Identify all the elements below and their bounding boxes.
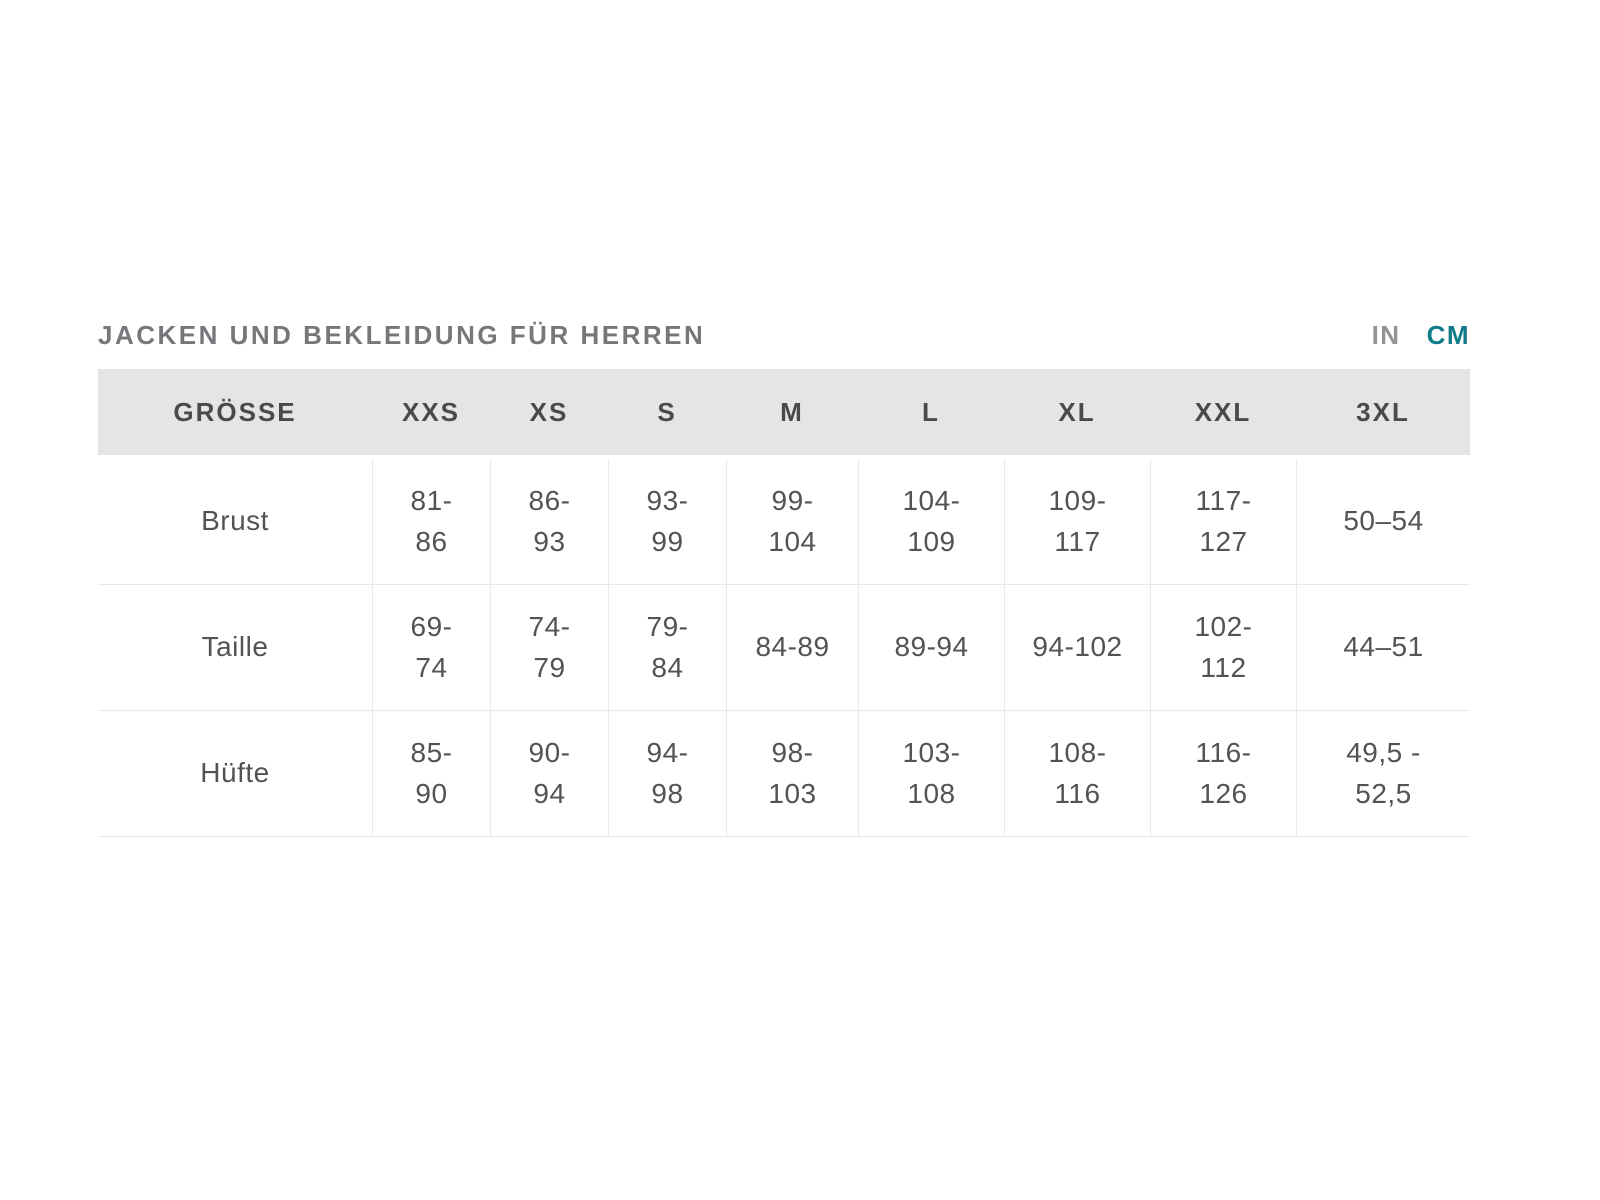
- column-header-xxs: XXS: [372, 369, 490, 459]
- column-header-xs: XS: [490, 369, 608, 459]
- table-cell: 116- 126: [1150, 711, 1296, 837]
- column-header-groesse: GRÖSSE: [98, 369, 372, 459]
- table-cell: 93- 99: [608, 459, 726, 585]
- unit-toggle-cm[interactable]: CM: [1426, 320, 1470, 350]
- table-cell: 81- 86: [372, 459, 490, 585]
- chart-title: JACKEN UND BEKLEIDUNG FÜR HERREN: [98, 320, 706, 350]
- table-cell: 103- 108: [858, 711, 1004, 837]
- table-row-huefte: Hüfte 85- 90 90- 94 94- 98 98- 103 103- …: [98, 711, 1470, 837]
- table-cell: 99- 104: [726, 459, 858, 585]
- table-cell: 79- 84: [608, 585, 726, 711]
- table-cell: 89-94: [858, 585, 1004, 711]
- unit-toggle: IN CM: [1372, 320, 1470, 351]
- table-cell: 84-89: [726, 585, 858, 711]
- column-header-s: S: [608, 369, 726, 459]
- table-row-taille: Taille 69- 74 74- 79 79- 84 84-89 89-94 …: [98, 585, 1470, 711]
- table-cell: 102- 112: [1150, 585, 1296, 711]
- size-chart-table: GRÖSSE XXS XS S M L XL XXL 3XL Brust 81-…: [98, 369, 1470, 837]
- table-cell: 117- 127: [1150, 459, 1296, 585]
- table-header-row: GRÖSSE XXS XS S M L XL XXL 3XL: [98, 369, 1470, 459]
- table-cell: 104- 109: [858, 459, 1004, 585]
- row-label: Taille: [98, 585, 372, 711]
- table-cell: 86- 93: [490, 459, 608, 585]
- table-cell: 49,5 - 52,5: [1296, 711, 1470, 837]
- table-cell: 94-102: [1004, 585, 1150, 711]
- unit-toggle-in[interactable]: IN: [1371, 320, 1401, 350]
- title-bar: JACKEN UND BEKLEIDUNG FÜR HERREN IN CM: [98, 320, 1470, 351]
- table-cell: 98- 103: [726, 711, 858, 837]
- table-cell: 50–54: [1296, 459, 1470, 585]
- column-header-m: M: [726, 369, 858, 459]
- column-header-xxl: XXL: [1150, 369, 1296, 459]
- table-cell: 109- 117: [1004, 459, 1150, 585]
- table-cell: 108- 116: [1004, 711, 1150, 837]
- table-cell: 69- 74: [372, 585, 490, 711]
- row-label: Hüfte: [98, 711, 372, 837]
- table-cell: 85- 90: [372, 711, 490, 837]
- row-label: Brust: [98, 459, 372, 585]
- table-cell: 44–51: [1296, 585, 1470, 711]
- table-cell: 90- 94: [490, 711, 608, 837]
- table-cell: 74- 79: [490, 585, 608, 711]
- column-header-l: L: [858, 369, 1004, 459]
- column-header-3xl: 3XL: [1296, 369, 1470, 459]
- size-chart-panel: JACKEN UND BEKLEIDUNG FÜR HERREN IN CM G…: [98, 320, 1470, 837]
- column-header-xl: XL: [1004, 369, 1150, 459]
- table-cell: 94- 98: [608, 711, 726, 837]
- table-row-brust: Brust 81- 86 86- 93 93- 99 99- 104 104- …: [98, 459, 1470, 585]
